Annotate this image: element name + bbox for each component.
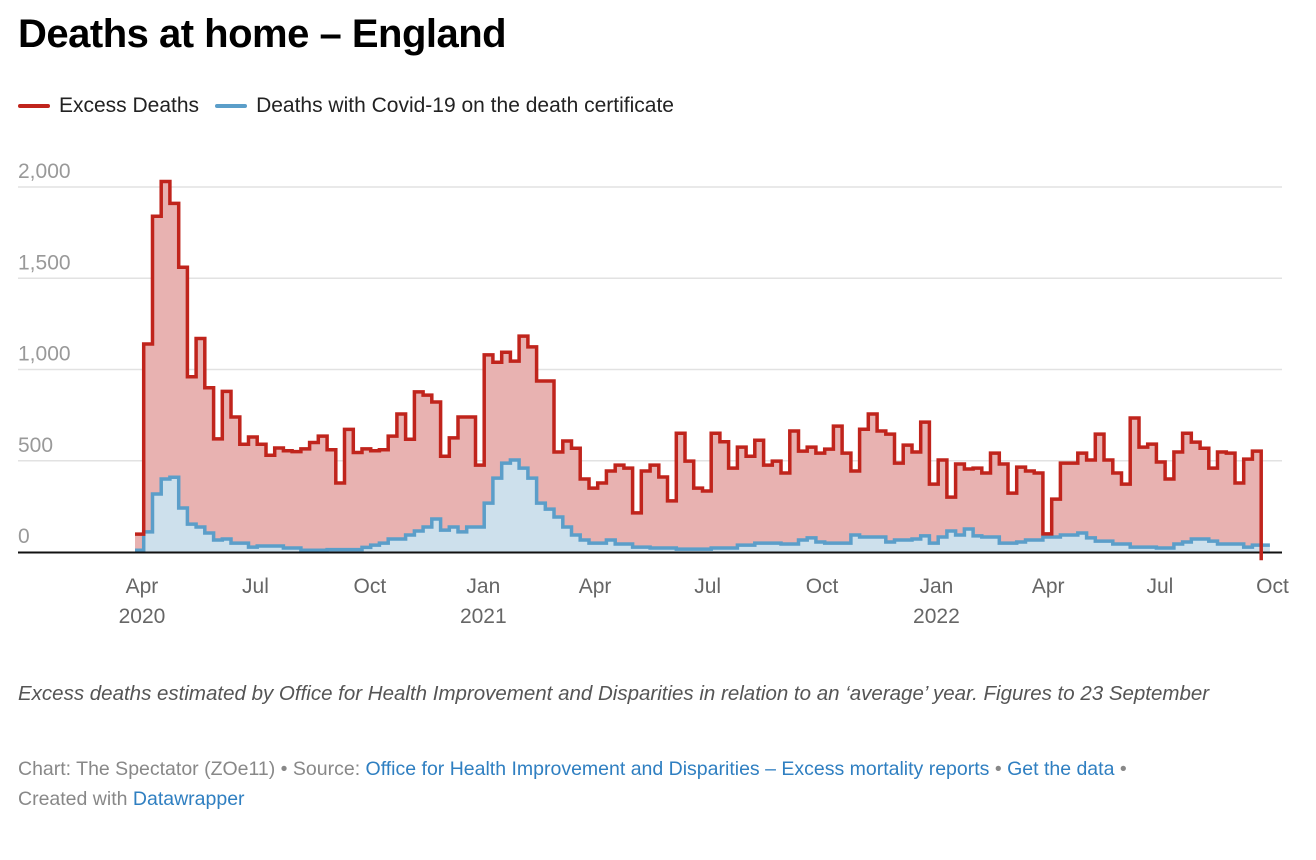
covid-deaths-line <box>135 458 1270 552</box>
x-tick-label: Oct <box>1256 575 1289 598</box>
gridlines <box>18 186 1282 462</box>
x-tick-label: Oct <box>806 575 839 598</box>
x-tick-year-label: 2020 <box>119 605 166 628</box>
x-axis-labels: Apr 2020 Jul Oct Jan 2021 Apr Jul Oct Jan 2022 Apr J… <box>119 575 1289 628</box>
x-tick-label: Jan <box>919 575 953 598</box>
y-axis-labels: 0 500 1,000 1,500 2,000 <box>18 160 71 548</box>
chart-title: Deaths at home – England <box>18 12 507 56</box>
chart-footer: Chart: The Spectator (ZOe11) • Source: O… <box>18 754 1288 814</box>
y-tick-label: 1,000 <box>18 343 71 366</box>
separator: • <box>1114 758 1127 780</box>
created-with-label: Created with <box>18 788 133 810</box>
excess-deaths-line <box>135 179 1263 561</box>
x-tick-label: Jan <box>466 575 500 598</box>
x-tick-label: Apr <box>126 575 159 598</box>
legend: Excess Deaths Deaths with Covid-19 on th… <box>18 94 690 118</box>
separator: • <box>989 758 1008 780</box>
excess-deaths-area <box>135 181 1262 552</box>
x-tick-label: Apr <box>1032 575 1065 598</box>
y-tick-label: 2,000 <box>18 160 71 183</box>
legend-label-covid: Deaths with Covid-19 on the death certif… <box>256 94 674 117</box>
y-tick-label: 0 <box>18 525 30 548</box>
x-tick-year-label: 2022 <box>913 605 960 628</box>
x-tick-label: Oct <box>354 575 387 598</box>
source-link[interactable]: Office for Health Improvement and Dispar… <box>365 758 990 780</box>
legend-label-excess: Excess Deaths <box>59 94 200 117</box>
x-tick-label: Jul <box>1146 575 1173 598</box>
x-tick-label: Apr <box>579 575 612 598</box>
legend-item-excess: Excess Deaths <box>18 94 199 118</box>
legend-swatch-covid <box>215 104 248 108</box>
chart-area: 0 500 1,000 1,500 2,000 Apr 2020 Jul Oct Jan 2021… <box>18 160 1289 628</box>
chart-credit: Chart: The Spectator (ZOe11) <box>18 758 276 780</box>
x-tick-label: Jul <box>694 575 721 598</box>
legend-swatch-excess <box>18 104 50 108</box>
get-the-data-link[interactable]: Get the data <box>1007 758 1115 780</box>
legend-item-covid: Deaths with Covid-19 on the death certif… <box>215 94 674 118</box>
datawrapper-link[interactable]: Datawrapper <box>132 788 245 810</box>
separator: • <box>275 758 293 780</box>
x-tick-label: Jul <box>242 575 269 598</box>
x-tick-year-label: 2021 <box>460 605 507 628</box>
chart-notes: Excess deaths estimated by Office for He… <box>18 682 1210 705</box>
source-label: Source: <box>292 758 366 780</box>
y-tick-label: 1,500 <box>18 251 71 274</box>
y-tick-label: 500 <box>18 434 53 457</box>
